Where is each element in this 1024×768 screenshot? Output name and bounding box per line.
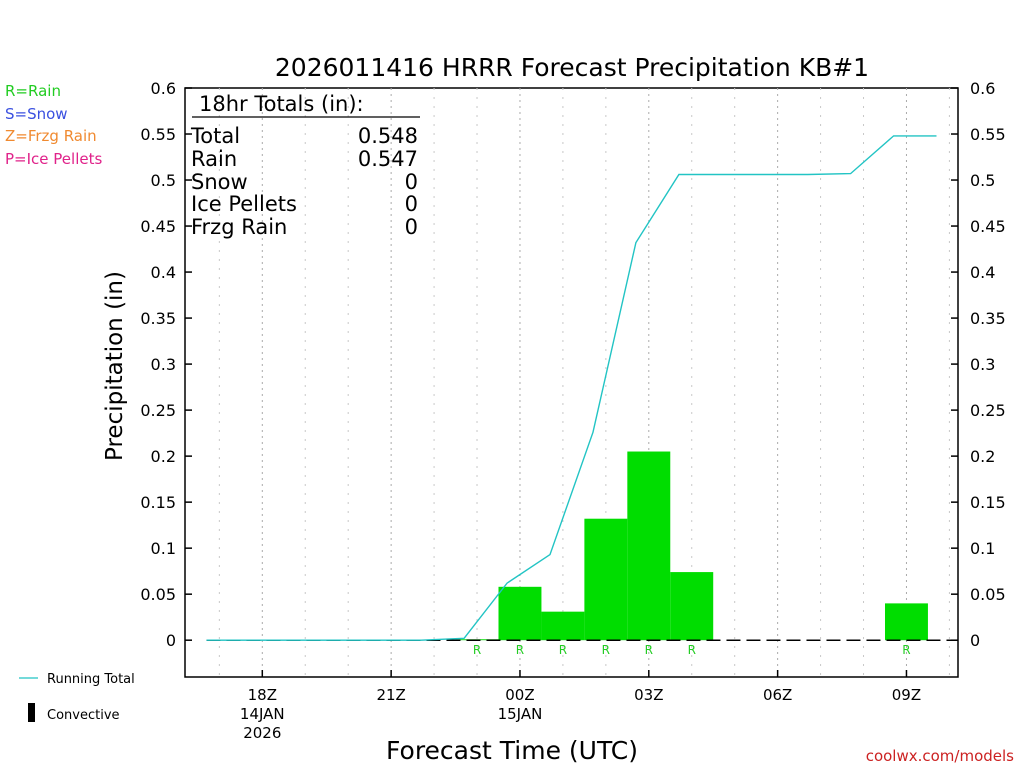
y-tick-label-right: 0.15 — [970, 493, 1006, 512]
totals-value-snow: 0 — [405, 170, 418, 194]
precip-bar — [627, 451, 671, 641]
x-axis-title: Forecast Time (UTC) — [386, 736, 638, 765]
totals-box: 18hr Totals (in): Total 0.548 Rain 0.547… — [190, 92, 420, 239]
bottom-legend: Running Total Convective — [19, 672, 135, 723]
y-tick-label-left: 0.2 — [151, 447, 176, 466]
running-total-line — [206, 135, 937, 641]
y-tick-label-right: 0.35 — [970, 309, 1006, 328]
x-tick-label: 00Z — [505, 686, 534, 704]
precip-type-label: R — [902, 643, 910, 657]
totals-label-rain: Rain — [191, 147, 237, 171]
precip-type-label: R — [473, 643, 481, 657]
y-tick-label-left: 0.1 — [151, 539, 176, 558]
y-tick-label-right: 0.1 — [970, 539, 995, 558]
x-tick-label: 15JAN — [498, 705, 543, 723]
y-tick-label-left: 0.6 — [151, 79, 176, 98]
y-tick-label-left: 0.55 — [140, 125, 176, 144]
x-tick-label: 09Z — [892, 686, 921, 704]
y-tick-label-right: 0.4 — [970, 263, 995, 282]
y-tick-label-left: 0.05 — [140, 585, 176, 604]
totals-title: 18hr Totals (in): — [199, 92, 364, 116]
y-tick-label-right: 0.45 — [970, 217, 1006, 236]
y-tick-label-left: 0.4 — [151, 263, 176, 282]
totals-value-ice-pellets: 0 — [405, 192, 418, 216]
y-tick-label-right: 0.55 — [970, 125, 1006, 144]
y-tick-label-left: 0.45 — [140, 217, 176, 236]
precip-type-legend: R=Rain S=Snow Z=Frzg Rain P=Ice Pellets — [5, 82, 102, 168]
precip-bar — [670, 572, 714, 641]
totals-value-rain: 0.547 — [358, 147, 418, 171]
convective-swatch — [28, 703, 35, 722]
y-tick-label-left: 0.15 — [140, 493, 176, 512]
totals-value-total: 0.548 — [358, 124, 418, 148]
convective-legend-label: Convective — [47, 708, 120, 723]
running-total-series — [206, 135, 937, 641]
x-tick-label: 14JAN — [240, 705, 285, 723]
precip-type-label: R — [645, 643, 653, 657]
y-tick-label-left: 0.35 — [140, 309, 176, 328]
y-tick-label-left: 0.5 — [151, 171, 176, 190]
y-tick-label-right: 0.6 — [970, 79, 995, 98]
totals-label-frzg-rain: Frzg Rain — [191, 215, 287, 239]
y-axis-right: 0 0.05 0.1 0.15 0.2 0.25 0.3 0.35 0.4 0.45 0.5 0.55… — [951, 79, 1006, 650]
totals-label-total: Total — [190, 124, 240, 148]
legend-frzg-rain: Z=Frzg Rain — [5, 127, 97, 145]
precip-bar — [884, 603, 928, 641]
y-tick-label-right: 0.2 — [970, 447, 995, 466]
precip-bar — [498, 586, 542, 641]
y-tick-label-left: 0.25 — [140, 401, 176, 420]
legend-rain: R=Rain — [5, 82, 61, 100]
plot-area — [184, 87, 959, 678]
precip-type-label: R — [688, 643, 696, 657]
totals-value-frzg-rain: 0 — [405, 215, 418, 239]
y-tick-label-left: 0.3 — [151, 355, 176, 374]
legend-snow: S=Snow — [5, 105, 68, 123]
y-axis-left: 0 0.05 0.1 0.15 0.2 0.25 0.3 0.35 0.4 0.45 0.5 0.55… — [140, 79, 192, 650]
x-tick-label: 03Z — [634, 686, 663, 704]
y-tick-label-right: 0 — [970, 631, 980, 650]
gridlines — [218, 88, 950, 677]
totals-label-ice-pellets: Ice Pellets — [191, 192, 297, 216]
y-tick-label-left: 0 — [166, 631, 176, 650]
y-tick-label-right: 0.5 — [970, 171, 995, 190]
y-tick-label-right: 0.25 — [970, 401, 1006, 420]
chart-title: 2026011416 HRRR Forecast Precipitation K… — [275, 53, 869, 82]
x-tick-label: 18Z — [248, 686, 277, 704]
y-tick-label-right: 0.3 — [970, 355, 995, 374]
precip-type-label: R — [559, 643, 567, 657]
legend-ice-pellets: P=Ice Pellets — [5, 150, 102, 168]
totals-label-snow: Snow — [191, 170, 248, 194]
precip-bar — [541, 611, 585, 641]
x-tick-label: 2026 — [243, 724, 281, 742]
precip-bars — [455, 451, 928, 641]
running-total-legend-label: Running Total — [47, 672, 135, 687]
y-axis-title: Precipitation (in) — [102, 271, 128, 461]
x-tick-label: 06Z — [763, 686, 792, 704]
precip-type-label: R — [602, 643, 610, 657]
watermark: coolwx.com/models — [866, 747, 1014, 765]
precip-type-label: R — [516, 643, 524, 657]
precip-bar — [584, 518, 628, 641]
x-tick-label: 21Z — [376, 686, 405, 704]
y-tick-label-right: 0.05 — [970, 585, 1006, 604]
